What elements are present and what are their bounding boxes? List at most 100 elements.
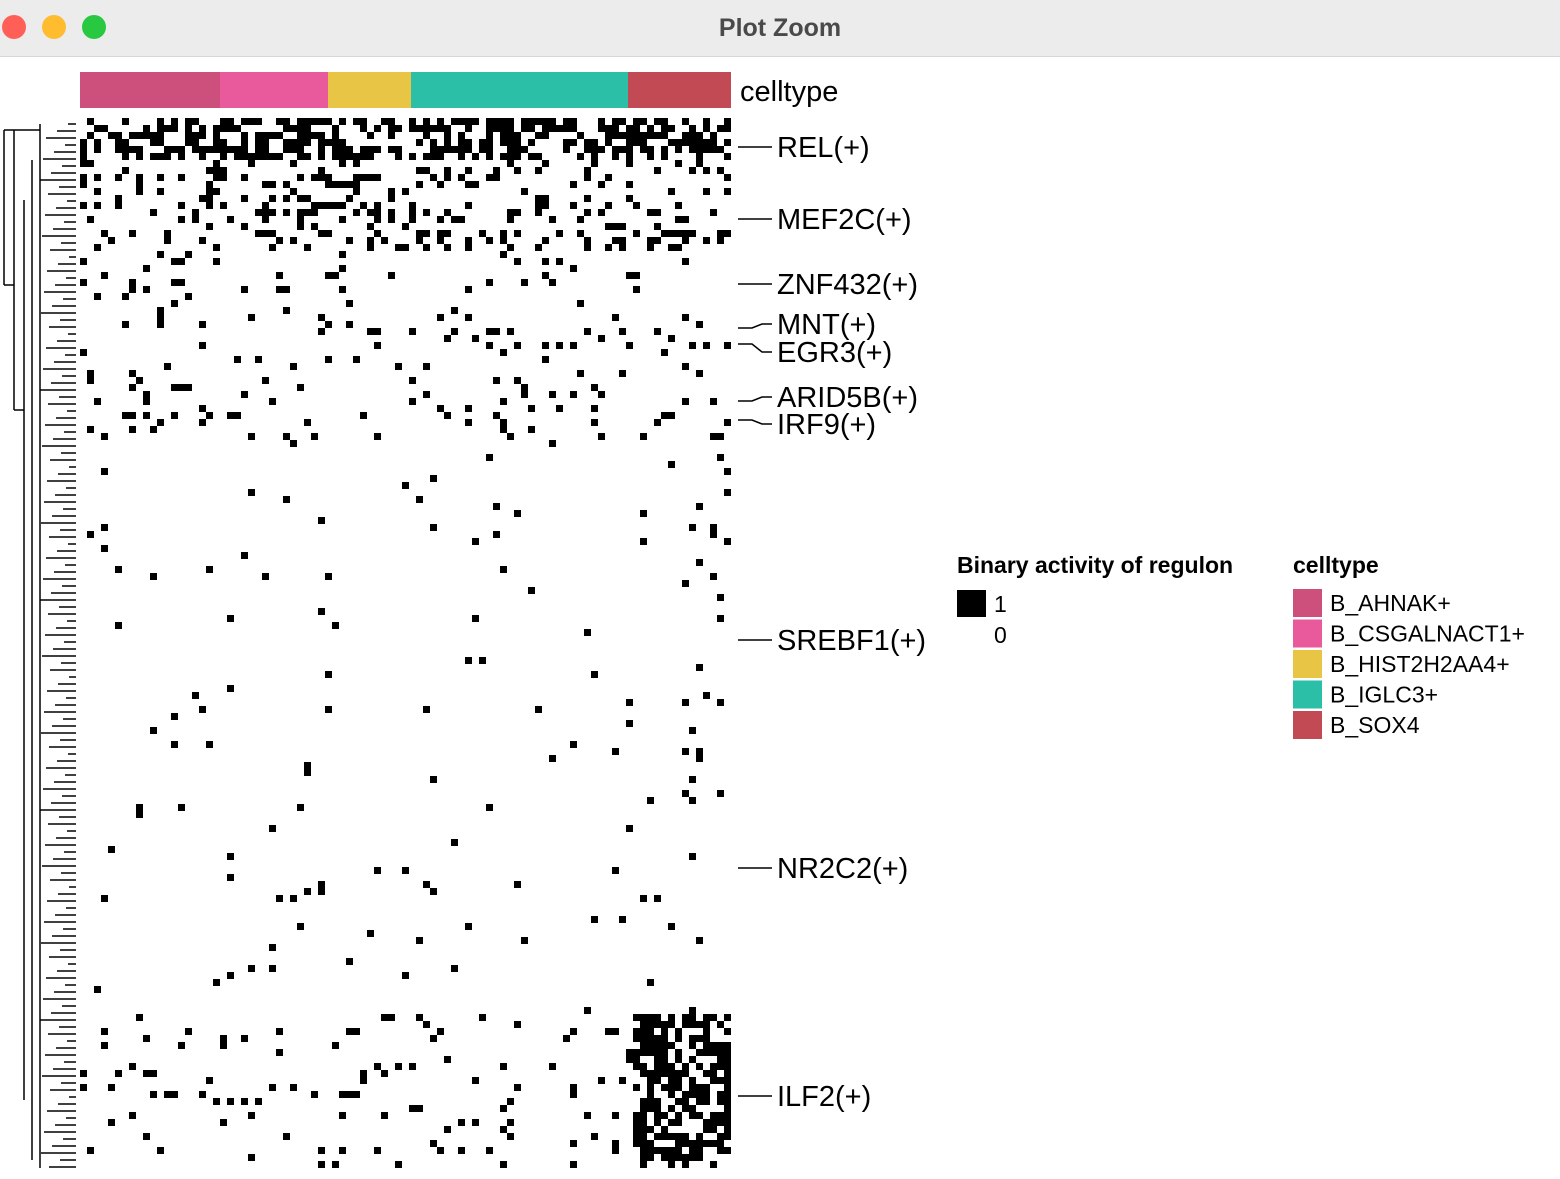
heatmap-cell (507, 139, 514, 146)
heatmap-cell (703, 1126, 710, 1133)
heatmap-cell (262, 139, 269, 146)
heatmap-cell (542, 342, 549, 349)
heatmap-cell (633, 272, 640, 279)
minimize-window-button[interactable] (42, 15, 66, 39)
heatmap-cell (157, 314, 164, 321)
heatmap-cell (311, 174, 318, 181)
heatmap-cell (276, 1028, 283, 1035)
heatmap-cell (227, 685, 234, 692)
heatmap-cell (87, 160, 94, 167)
heatmap-cell (451, 965, 458, 972)
heatmap-cell (703, 1084, 710, 1091)
heatmap-cell (325, 671, 332, 678)
window-titlebar: Plot Zoom (0, 0, 1560, 57)
heatmap-cell (724, 1098, 731, 1105)
heatmap-cell (682, 118, 689, 125)
heatmap-cell (395, 1161, 402, 1168)
heatmap-cell (521, 279, 528, 286)
heatmap-cell (465, 181, 472, 188)
heatmap-cell (374, 202, 381, 209)
heatmap-cell (570, 1028, 577, 1035)
heatmap-cell (661, 1063, 668, 1070)
heatmap-cell (724, 1084, 731, 1091)
heatmap-cell (584, 167, 591, 174)
heatmap-cell (234, 125, 241, 132)
maximize-window-button[interactable] (82, 15, 106, 39)
heatmap-cell (318, 202, 325, 209)
heatmap-cell (542, 356, 549, 363)
heatmap-cell (213, 146, 220, 153)
heatmap-cell (311, 118, 318, 125)
heatmap-cell (724, 1014, 731, 1021)
heatmap-cell (115, 1070, 122, 1077)
heatmap-cell (430, 1035, 437, 1042)
heatmap-cell (689, 1014, 696, 1021)
heatmap-cell (115, 146, 122, 153)
heatmap-cell (584, 195, 591, 202)
heatmap-cell (717, 1147, 724, 1154)
heatmap-cell (374, 209, 381, 216)
heatmap-cell (206, 195, 213, 202)
heatmap-cell (724, 1147, 731, 1154)
heatmap-cell (276, 237, 283, 244)
heatmap-cell (129, 1112, 136, 1119)
heatmap-cell (297, 125, 304, 132)
heatmap-cell (80, 181, 87, 188)
heatmap-cell (654, 1070, 661, 1077)
heatmap-cell (654, 118, 661, 125)
heatmap-cell (654, 895, 661, 902)
heatmap-cell (318, 517, 325, 524)
heatmap-cell (626, 342, 633, 349)
heatmap-cell (528, 405, 535, 412)
heatmap-cell (423, 391, 430, 398)
heatmap-cell (563, 146, 570, 153)
heatmap-cell (304, 244, 311, 251)
heatmap-cell (416, 181, 423, 188)
heatmap-cell (325, 139, 332, 146)
heatmap-cell (108, 237, 115, 244)
heatmap-cell (654, 1042, 661, 1049)
heatmap-cell (528, 587, 535, 594)
heatmap-cell (465, 286, 472, 293)
heatmap-cell (619, 223, 626, 230)
heatmap-cell (605, 139, 612, 146)
heatmap-cell (283, 1133, 290, 1140)
heatmap-cell (493, 118, 500, 125)
heatmap-cell (689, 342, 696, 349)
annotation-segment (411, 72, 628, 108)
heatmap-cell (577, 216, 584, 223)
heatmap-cell (262, 377, 269, 384)
heatmap-cell (570, 202, 577, 209)
heatmap-cell (626, 195, 633, 202)
heatmap-cell (661, 412, 668, 419)
heatmap-cell (318, 146, 325, 153)
heatmap-cell (647, 1028, 654, 1035)
heatmap-cell (157, 321, 164, 328)
heatmap-cell (346, 153, 353, 160)
close-window-button[interactable] (2, 15, 26, 39)
heatmap-cell (332, 139, 339, 146)
heatmap-cell (409, 1105, 416, 1112)
heatmap-plot: celltype REL(+) MEF2C(+) ZNF432(+) MNT(+)EG… (3, 72, 1525, 1168)
heatmap-cell (633, 118, 640, 125)
heatmap-cell (297, 195, 304, 202)
heatmap-cell (108, 1084, 115, 1091)
heatmap-cell (542, 258, 549, 265)
heatmap-cell (647, 125, 654, 132)
heatmap-cell (143, 412, 150, 419)
heatmap-cell (717, 1056, 724, 1063)
heatmap-cell (437, 230, 444, 237)
heatmap-cell (297, 223, 304, 230)
heatmap-cell (171, 125, 178, 132)
heatmap-cell (661, 1056, 668, 1063)
heatmap-cell (171, 741, 178, 748)
heatmap-cell (108, 1119, 115, 1126)
heatmap-cell (94, 398, 101, 405)
heatmap-cell (108, 132, 115, 139)
heatmap-cell (136, 188, 143, 195)
heatmap-cell (549, 755, 556, 762)
heatmap-cell (689, 1084, 696, 1091)
heatmap-cell (661, 118, 668, 125)
heatmap-cell (514, 139, 521, 146)
heatmap-cell (689, 853, 696, 860)
